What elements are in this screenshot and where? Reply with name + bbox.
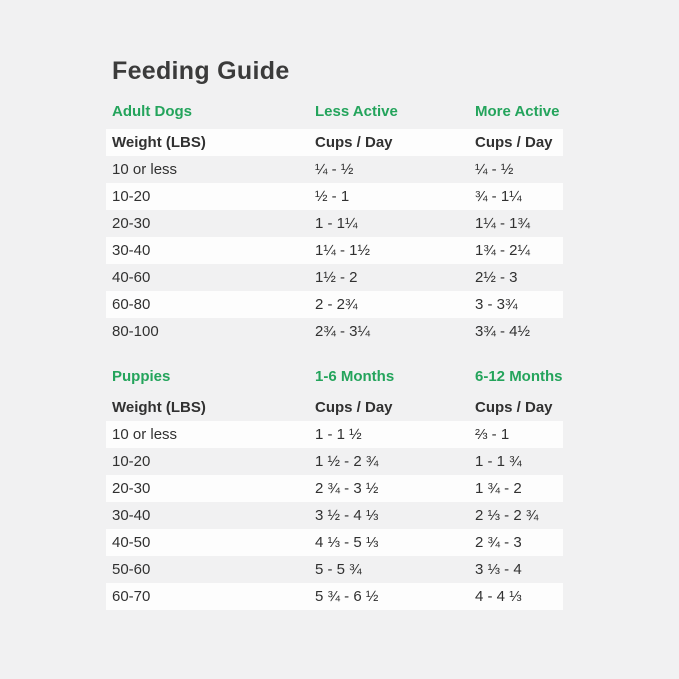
table-row: 30-40 1¼ - 1½ 1¾ - 2¼	[106, 237, 563, 264]
weight-cell: 50-60	[112, 561, 151, 578]
more-active-cell: 3¾ - 4½	[475, 323, 531, 340]
table-row: 30-40 3 ½ - 4 ⅓ 2 ⅓ - 2 ¾	[106, 502, 563, 529]
puppies-section: Puppies 1-6 Months 6-12 Months Weight (L…	[106, 367, 563, 610]
puppies-section-title: Puppies	[112, 368, 171, 385]
less-active-cell: ¼ - ½	[315, 161, 354, 178]
more-active-cell: ¼ - ½	[475, 161, 514, 178]
less-active-cell: 2¾ - 3¼	[315, 323, 371, 340]
puppies-section-header: Puppies 1-6 Months 6-12 Months	[106, 367, 563, 387]
puppies-col-6-12-months: 6-12 Months	[475, 368, 563, 385]
months-6-12-cell: 1 ¾ - 2	[475, 480, 522, 497]
months-1-6-cell: 4 ⅓ - 5 ⅓	[315, 534, 379, 551]
feeding-guide-panel: Feeding Guide Adult Dogs Less Active Mor…	[106, 0, 563, 610]
weight-column-label: Weight (LBS)	[112, 399, 206, 416]
more-active-cell: 1¼ - 1¾	[475, 215, 531, 232]
table-row: 10-20 1 ½ - 2 ¾ 1 - 1 ¾	[106, 448, 563, 475]
less-active-cell: ½ - 1	[315, 188, 350, 205]
weight-cell: 60-70	[112, 588, 151, 605]
table-row: 20-30 1 - 1¼ 1¼ - 1¾	[106, 210, 563, 237]
more-active-cell: 3 - 3¾	[475, 296, 518, 313]
weight-cell: 40-50	[112, 534, 151, 551]
table-row: 20-30 2 ¾ - 3 ½ 1 ¾ - 2	[106, 475, 563, 502]
weight-cell: 20-30	[112, 480, 151, 497]
table-row: 80-100 2¾ - 3¼ 3¾ - 4½	[106, 318, 563, 345]
table-row: 10 or less 1 - 1 ½ ⅔ - 1	[106, 421, 563, 448]
puppies-col-1-6-months: 1-6 Months	[315, 368, 395, 385]
cups-per-day-label: Cups / Day	[475, 134, 553, 151]
months-6-12-cell: 2 ¾ - 3	[475, 534, 522, 551]
adult-col-less-active: Less Active	[315, 103, 398, 120]
months-6-12-cell: 3 ⅓ - 4	[475, 561, 522, 578]
cups-per-day-label: Cups / Day	[475, 399, 553, 416]
more-active-cell: 1¾ - 2¼	[475, 242, 531, 259]
puppies-table-subheader: Weight (LBS) Cups / Day Cups / Day	[106, 394, 563, 421]
less-active-cell: 1½ - 2	[315, 269, 358, 286]
months-1-6-cell: 5 - 5 ¾	[315, 561, 362, 578]
months-1-6-cell: 3 ½ - 4 ⅓	[315, 507, 379, 524]
less-active-cell: 2 - 2¾	[315, 296, 358, 313]
table-row: 60-80 2 - 2¾ 3 - 3¾	[106, 291, 563, 318]
weight-column-label: Weight (LBS)	[112, 134, 206, 151]
adult-col-more-active: More Active	[475, 103, 560, 120]
weight-cell: 10-20	[112, 188, 151, 205]
table-row: 40-50 4 ⅓ - 5 ⅓ 2 ¾ - 3	[106, 529, 563, 556]
table-row: 60-70 5 ¾ - 6 ½ 4 - 4 ⅓	[106, 583, 563, 610]
adult-dogs-section: Adult Dogs Less Active More Active Weigh…	[106, 102, 563, 345]
adult-feeding-table: Weight (LBS) Cups / Day Cups / Day 10 or…	[106, 129, 563, 345]
months-6-12-cell: ⅔ - 1	[475, 426, 510, 443]
more-active-cell: ¾ - 1¼	[475, 188, 522, 205]
weight-cell: 40-60	[112, 269, 151, 286]
months-1-6-cell: 2 ¾ - 3 ½	[315, 480, 379, 497]
weight-cell: 10 or less	[112, 161, 178, 178]
weight-cell: 30-40	[112, 507, 151, 524]
table-row: 10 or less ¼ - ½ ¼ - ½	[106, 156, 563, 183]
weight-cell: 80-100	[112, 323, 159, 340]
more-active-cell: 2½ - 3	[475, 269, 518, 286]
months-1-6-cell: 5 ¾ - 6 ½	[315, 588, 379, 605]
less-active-cell: 1 - 1¼	[315, 215, 358, 232]
table-row: 40-60 1½ - 2 2½ - 3	[106, 264, 563, 291]
months-6-12-cell: 4 - 4 ⅓	[475, 588, 522, 605]
months-6-12-cell: 1 - 1 ¾	[475, 453, 522, 470]
cups-per-day-label: Cups / Day	[315, 399, 393, 416]
weight-cell: 20-30	[112, 215, 151, 232]
weight-cell: 10-20	[112, 453, 151, 470]
weight-cell: 10 or less	[112, 426, 178, 443]
adult-table-subheader: Weight (LBS) Cups / Day Cups / Day	[106, 129, 563, 156]
cups-per-day-label: Cups / Day	[315, 134, 393, 151]
table-row: 50-60 5 - 5 ¾ 3 ⅓ - 4	[106, 556, 563, 583]
less-active-cell: 1¼ - 1½	[315, 242, 371, 259]
weight-cell: 30-40	[112, 242, 151, 259]
months-1-6-cell: 1 - 1 ½	[315, 426, 362, 443]
page-title: Feeding Guide	[112, 57, 290, 85]
adult-section-header: Adult Dogs Less Active More Active	[106, 102, 563, 122]
puppies-feeding-table: Weight (LBS) Cups / Day Cups / Day 10 or…	[106, 394, 563, 610]
table-row: 10-20 ½ - 1 ¾ - 1¼	[106, 183, 563, 210]
months-1-6-cell: 1 ½ - 2 ¾	[315, 453, 379, 470]
adult-section-title: Adult Dogs	[112, 103, 192, 120]
months-6-12-cell: 2 ⅓ - 2 ¾	[475, 507, 539, 524]
weight-cell: 60-80	[112, 296, 151, 313]
